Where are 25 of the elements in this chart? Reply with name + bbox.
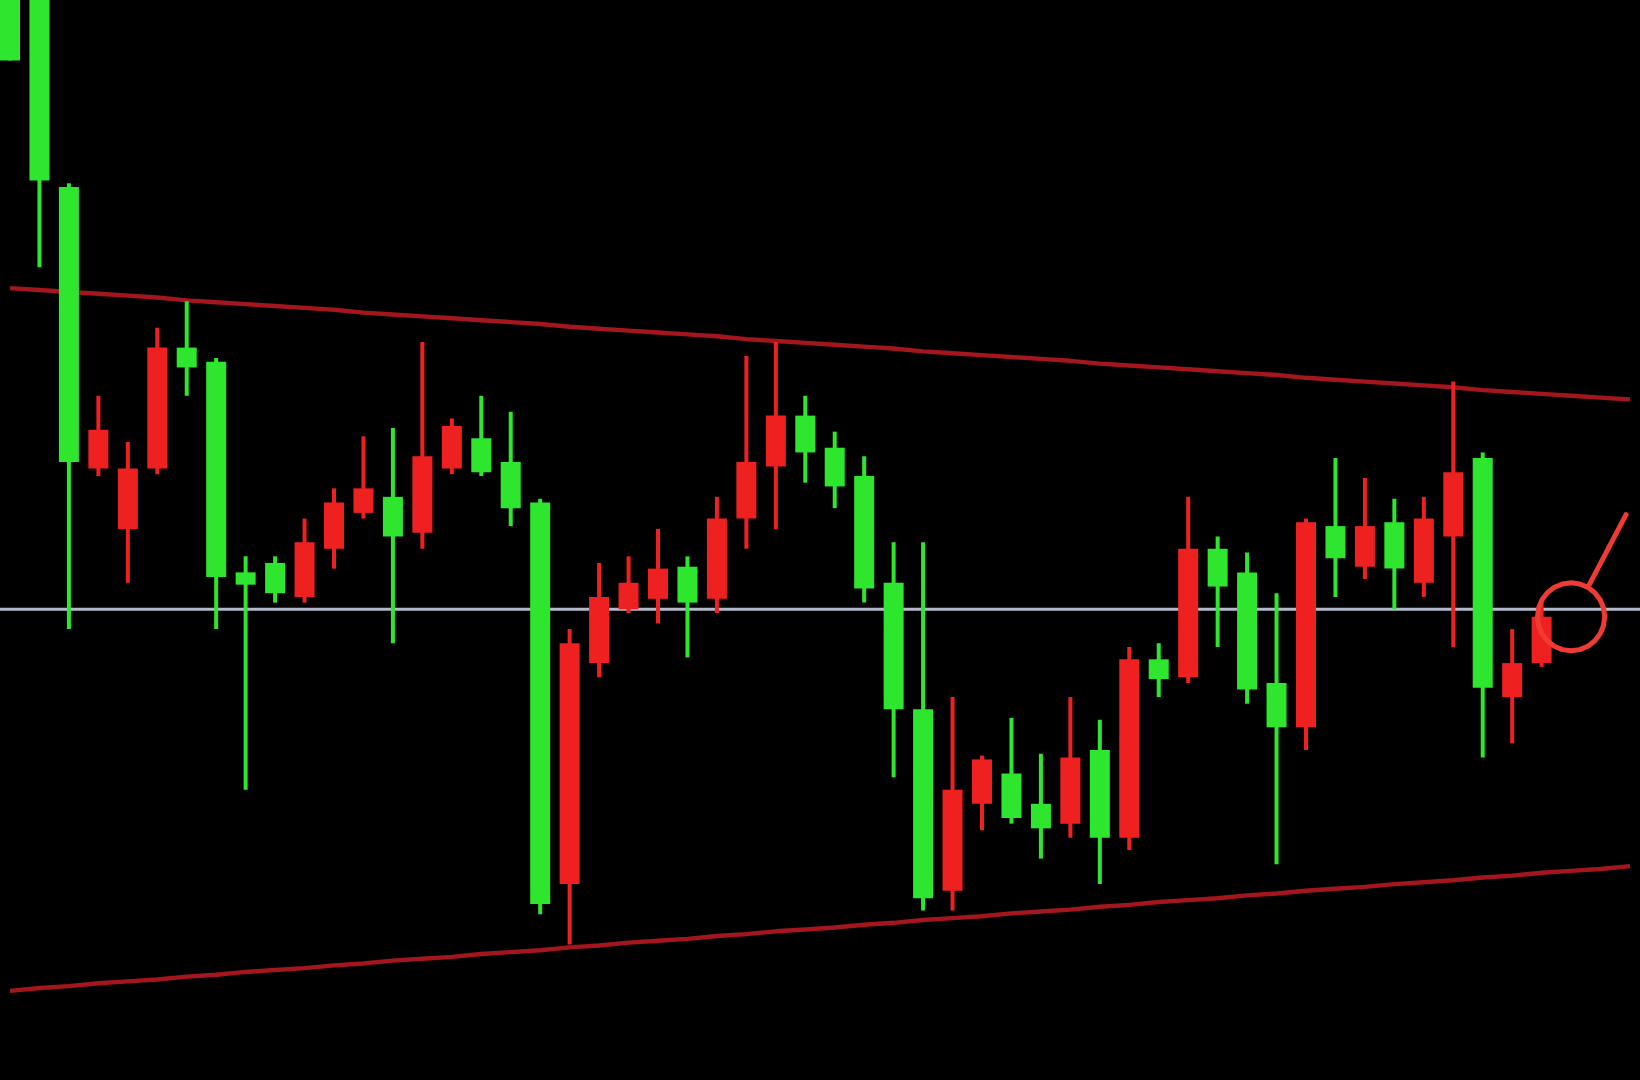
candlestick — [471, 393, 492, 479]
candlestick — [648, 526, 668, 626]
candlestick — [265, 554, 286, 605]
candlestick — [972, 753, 992, 833]
candlestick — [618, 554, 639, 616]
candlestick — [441, 416, 462, 477]
candlestick — [1207, 534, 1228, 650]
candlestick — [1502, 627, 1523, 746]
candlestick — [1148, 641, 1169, 700]
candlestick — [235, 554, 256, 792]
candlestick — [1325, 456, 1346, 599]
candlestick — [500, 409, 521, 529]
candlestick — [1354, 475, 1375, 581]
candlestick — [1001, 715, 1022, 826]
candlestick — [795, 393, 816, 485]
candlestick — [677, 554, 698, 660]
candlestick — [824, 429, 845, 511]
candlestick — [88, 393, 109, 479]
candlestick — [382, 425, 403, 646]
candlestick — [1030, 751, 1051, 861]
candlestick — [1384, 496, 1405, 612]
candlestick — [324, 486, 344, 571]
candlestick — [353, 434, 374, 521]
candlestick — [176, 299, 197, 398]
candlestick — [1266, 591, 1287, 867]
